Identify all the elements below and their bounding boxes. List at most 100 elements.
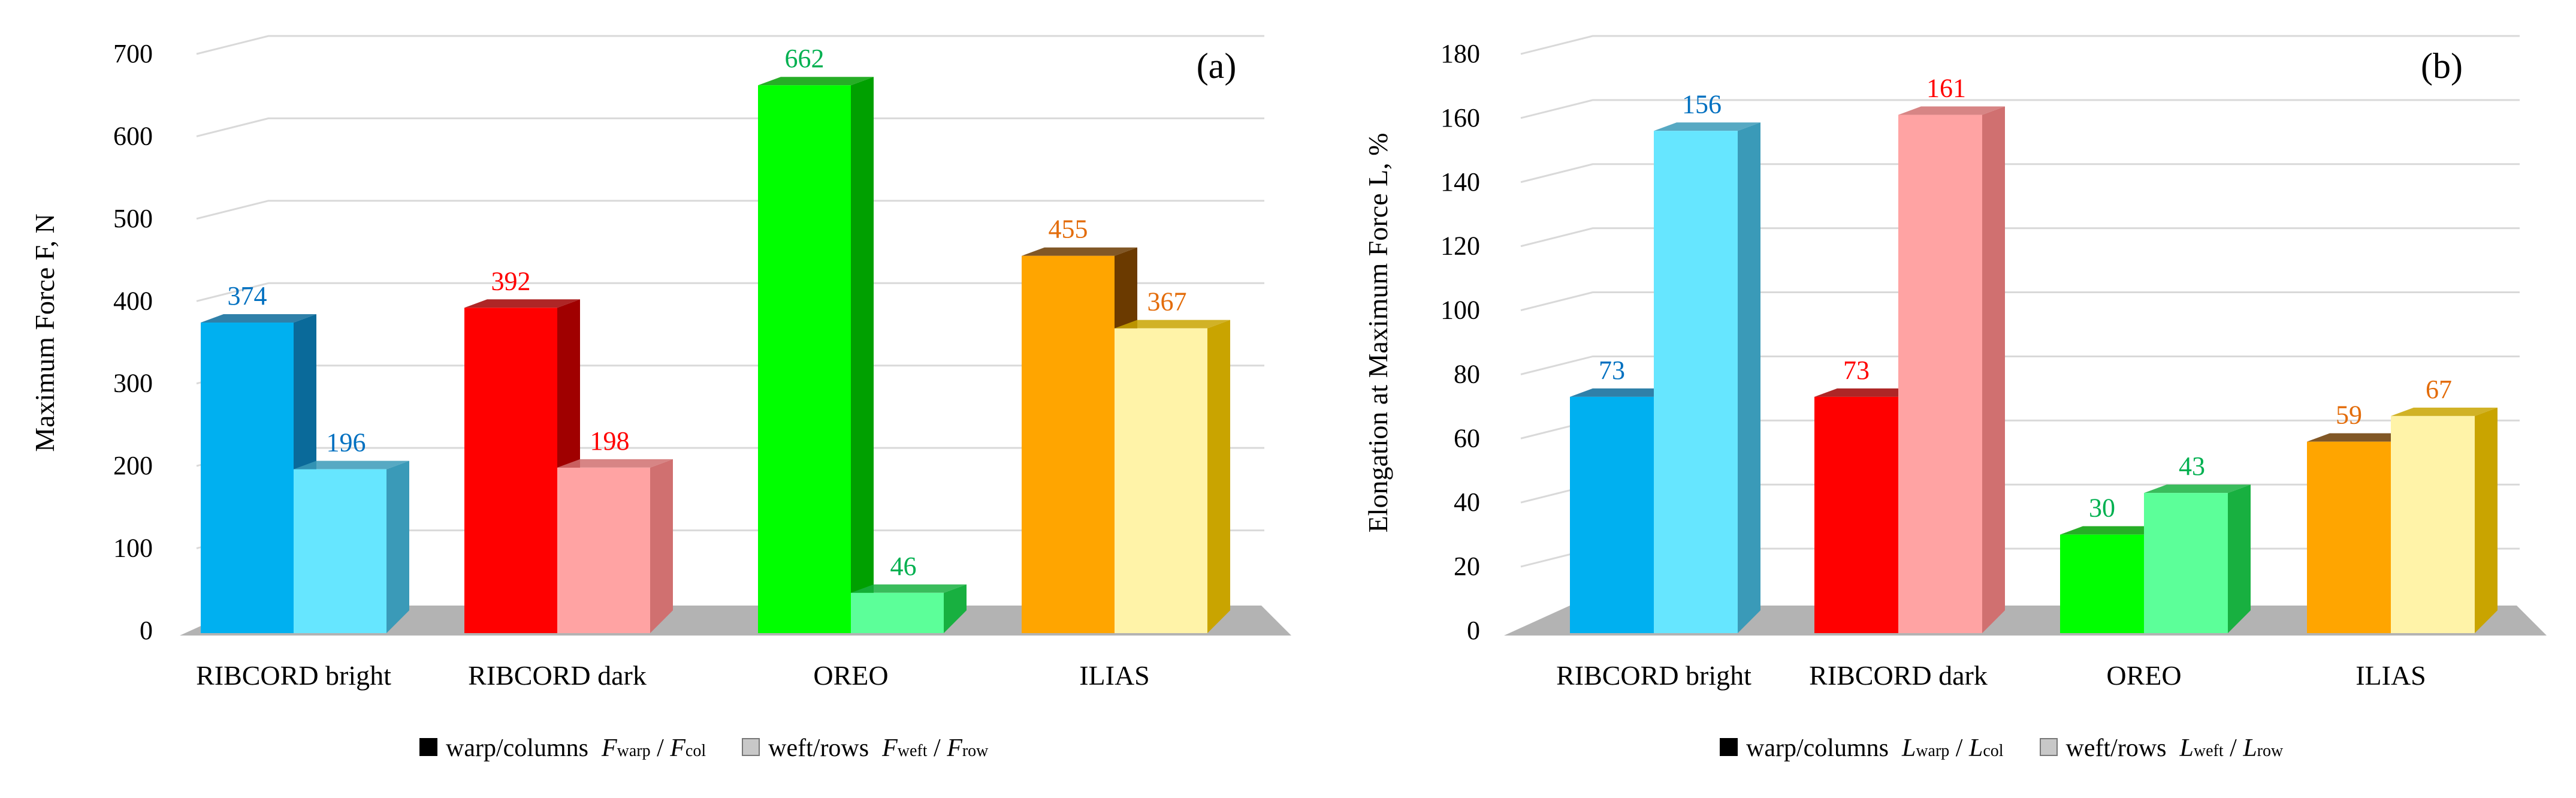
y-axis-label: Maximum Force F, N xyxy=(29,213,60,452)
bar-warp xyxy=(201,323,294,633)
gridline xyxy=(1520,163,2520,183)
gridline xyxy=(196,117,1264,137)
x-tick-label: OREO xyxy=(813,660,888,691)
gridline xyxy=(1520,291,2520,312)
x-tick-label: RIBCORD bright xyxy=(1556,660,1751,691)
bar-weft xyxy=(1115,328,1207,633)
gridline xyxy=(1520,99,2520,119)
gridline xyxy=(196,200,1264,220)
bar-side xyxy=(1207,320,1230,633)
bar-side xyxy=(1982,106,2005,634)
legend-subscript: weft xyxy=(2193,742,2224,760)
bar-side xyxy=(2475,407,2498,633)
x-tick-label: RIBCORD bright xyxy=(196,660,391,691)
bar-warp xyxy=(758,85,851,634)
legend-subscript: weft xyxy=(897,742,928,760)
x-tick-label: RIBCORD dark xyxy=(468,660,647,691)
legend-symbol: F xyxy=(601,734,617,762)
y-tick-label: 600 xyxy=(113,121,153,150)
bar-side xyxy=(2228,484,2251,633)
gridline xyxy=(1520,35,2520,55)
y-tick-label: 140 xyxy=(1440,167,1480,197)
y-tick-label: 500 xyxy=(113,204,153,233)
bar-top xyxy=(2144,484,2251,493)
panel-label: (b) xyxy=(2421,46,2463,86)
bar-side xyxy=(851,77,874,634)
legend-symbol: F xyxy=(670,734,685,762)
bar-weft xyxy=(1654,131,1738,633)
gridline xyxy=(196,282,1264,302)
chart-panel-b: 0 20 40 60 80 100 120 140 160 180 Elongation at Ma… xyxy=(1363,35,2547,691)
legend-label-weft: weft/rows xyxy=(768,734,869,762)
legend-swatch-warp xyxy=(419,738,437,756)
bar-top xyxy=(1898,106,2005,115)
data-label: 374 xyxy=(228,281,267,311)
bar-top xyxy=(557,459,673,468)
bar-top xyxy=(1022,247,1137,256)
panel-label: (a) xyxy=(1197,46,1237,86)
bar-weft xyxy=(2391,415,2475,633)
gridline xyxy=(1520,227,2520,248)
bar-top xyxy=(464,299,580,308)
bar-side xyxy=(650,459,673,633)
y-tick-label: 80 xyxy=(1454,359,1480,389)
bar-weft xyxy=(294,469,386,633)
data-label: 161 xyxy=(1926,74,1966,103)
data-label: 73 xyxy=(1843,356,1870,385)
y-axis-label: Elongation at Maximum Force L, % xyxy=(1363,133,1393,533)
legend-symbol: F xyxy=(947,734,962,762)
gridline xyxy=(1520,355,2520,375)
bar-top xyxy=(1654,122,1760,131)
legend-label-warp: warp/columns xyxy=(446,734,588,762)
legend-swatch-warp xyxy=(1720,738,1738,756)
y-tick-label: 400 xyxy=(113,286,153,315)
bar-top xyxy=(294,460,409,469)
legend-label-warp: warp/columns xyxy=(1746,734,1889,762)
data-label: 59 xyxy=(2336,400,2362,430)
bar-top xyxy=(201,314,316,323)
legend-swatch-weft xyxy=(742,738,760,756)
data-label: 46 xyxy=(890,552,917,581)
y-tick-label: 60 xyxy=(1454,423,1480,453)
data-label: 455 xyxy=(1049,215,1088,244)
data-label: 196 xyxy=(327,428,366,457)
y-tick-label: 40 xyxy=(1454,487,1480,517)
data-label: 43 xyxy=(2179,451,2205,481)
chart-panel-a: 0 100 200 300 400 500 600 700 Maximum Force F, N… xyxy=(29,35,1291,691)
legend-subscript: col xyxy=(1983,742,2004,760)
y-tick-label: 0 xyxy=(140,616,153,645)
y-tick-label: 160 xyxy=(1440,103,1480,133)
bar-top xyxy=(758,77,874,86)
data-label: 73 xyxy=(1599,356,1625,385)
x-tick-label: ILIAS xyxy=(2355,660,2426,691)
legend-symbol: L xyxy=(2179,734,2194,762)
data-label: 156 xyxy=(1682,89,1722,119)
bar-weft xyxy=(1898,115,1982,634)
y-tick-label: 300 xyxy=(113,369,153,398)
legend-separator: / xyxy=(650,734,671,762)
y-tick-label: 200 xyxy=(113,451,153,480)
bar-side xyxy=(944,584,967,633)
legend-symbol: F xyxy=(882,734,898,762)
y-tick-label: 0 xyxy=(1467,616,1480,645)
data-label: 662 xyxy=(785,44,825,73)
legend-separator: / xyxy=(1949,734,1969,762)
floor xyxy=(180,606,1291,636)
bar-top xyxy=(1115,320,1230,329)
bar-top xyxy=(1570,388,1677,397)
y-tick-label: 700 xyxy=(113,39,153,68)
legend-subscript: warp xyxy=(617,742,651,760)
bar-warp xyxy=(2060,534,2144,633)
legend-symbol: L xyxy=(1968,734,1983,762)
data-label: 392 xyxy=(491,266,531,296)
legend-symbol: L xyxy=(1901,734,1916,762)
y-tick-label: 100 xyxy=(113,534,153,563)
bar-weft xyxy=(557,467,650,633)
data-label: 367 xyxy=(1147,287,1187,317)
